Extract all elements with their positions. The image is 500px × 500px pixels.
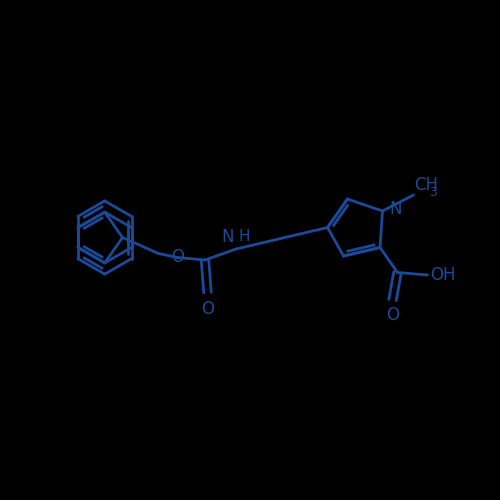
Text: O: O [171, 248, 184, 266]
Text: N: N [221, 228, 234, 246]
Text: O: O [201, 300, 214, 318]
Text: OH: OH [430, 266, 456, 284]
Text: H: H [238, 229, 250, 244]
Text: O: O [386, 306, 399, 324]
Text: CH: CH [414, 176, 438, 194]
Text: N: N [389, 200, 402, 218]
Text: 3: 3 [430, 186, 438, 199]
